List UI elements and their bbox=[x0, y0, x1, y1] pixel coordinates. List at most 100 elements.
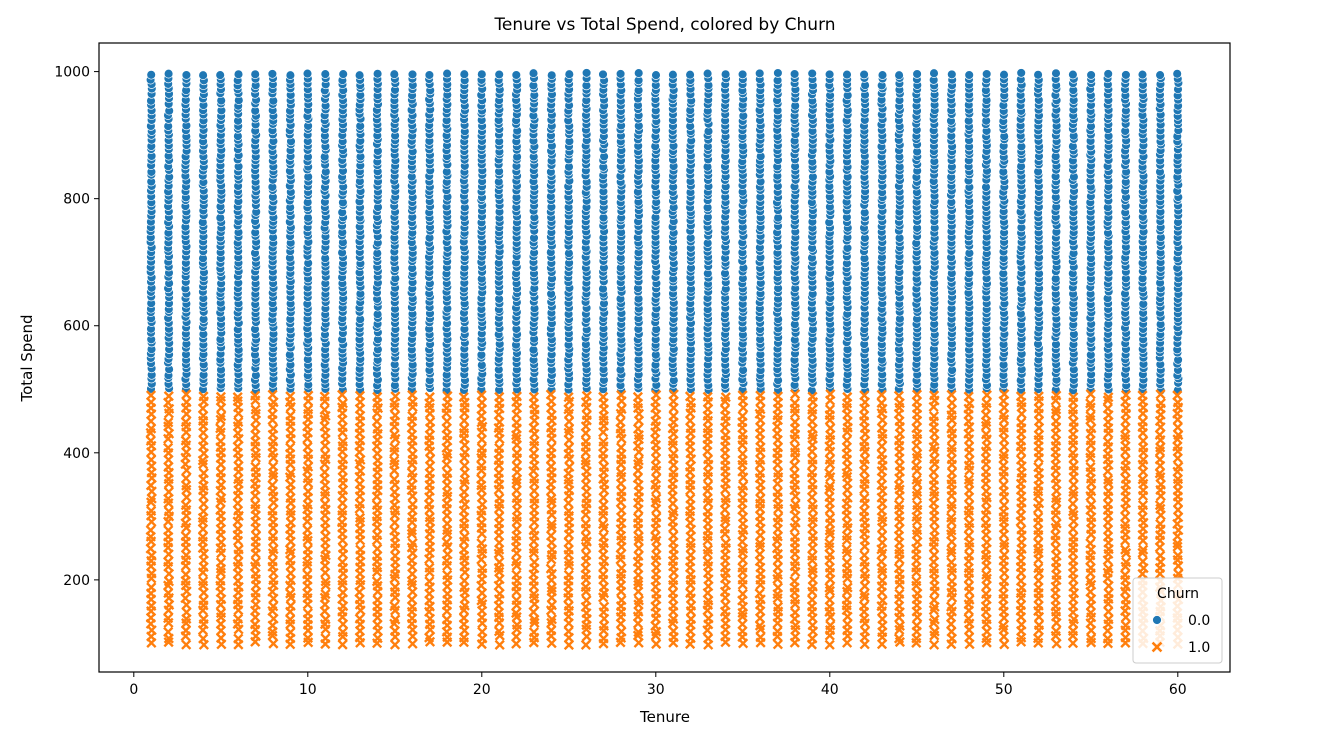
scatter-point-churn-1 bbox=[615, 580, 627, 591]
scatter-point-churn-1 bbox=[668, 410, 679, 422]
scatter-point-churn-1 bbox=[163, 576, 175, 587]
scatter-point-churn-1 bbox=[737, 536, 748, 547]
scatter-point-churn-1 bbox=[285, 391, 296, 402]
scatter-point-churn-0 bbox=[685, 69, 695, 80]
scatter-point-churn-1 bbox=[407, 601, 418, 612]
scatter-point-churn-1 bbox=[737, 448, 748, 459]
scatter-point-churn-1 bbox=[494, 511, 505, 522]
scatter-point-churn-1 bbox=[755, 454, 766, 465]
scatter-point-churn-1 bbox=[581, 410, 592, 421]
scatter-point-churn-1 bbox=[528, 391, 539, 402]
scatter-point-churn-1 bbox=[703, 480, 714, 491]
scatter-point-churn-1 bbox=[580, 563, 591, 574]
scatter-point-churn-1 bbox=[390, 550, 401, 561]
scatter-point-churn-1 bbox=[302, 608, 313, 619]
scatter-point-churn-1 bbox=[860, 626, 871, 637]
scatter-point-churn-1 bbox=[442, 549, 453, 560]
scatter-point-churn-1 bbox=[963, 530, 974, 541]
scatter-point-churn-1 bbox=[963, 492, 975, 503]
scatter-point-churn-1 bbox=[337, 498, 348, 509]
scatter-point-churn-1 bbox=[215, 391, 226, 402]
scatter-point-churn-1 bbox=[303, 404, 314, 415]
scatter-point-churn-1 bbox=[807, 416, 818, 427]
scatter-point-churn-1 bbox=[928, 556, 939, 568]
scatter-point-churn-1 bbox=[181, 389, 192, 400]
scatter-point-churn-1 bbox=[580, 518, 591, 529]
scatter-point-churn-1 bbox=[215, 557, 226, 568]
scatter-point-churn-1 bbox=[406, 467, 417, 478]
scatter-point-churn-1 bbox=[529, 493, 540, 504]
scatter-point-churn-1 bbox=[632, 512, 644, 523]
scatter-point-churn-1 bbox=[320, 589, 331, 600]
scatter-point-churn-0 bbox=[389, 69, 400, 79]
scatter-point-churn-1 bbox=[564, 416, 575, 427]
scatter-point-churn-1 bbox=[563, 498, 574, 509]
scatter-point-churn-1 bbox=[651, 473, 662, 484]
scatter-point-churn-1 bbox=[616, 505, 627, 516]
scatter-point-churn-1 bbox=[580, 639, 591, 650]
scatter-point-churn-1 bbox=[250, 556, 261, 568]
scatter-point-churn-1 bbox=[685, 448, 696, 459]
scatter-point-churn-1 bbox=[493, 467, 504, 478]
scatter-point-churn-1 bbox=[737, 492, 748, 503]
scatter-point-churn-0 bbox=[424, 70, 435, 80]
scatter-point-churn-1 bbox=[198, 498, 209, 509]
scatter-point-churn-1 bbox=[650, 453, 662, 464]
scatter-point-churn-1 bbox=[719, 504, 730, 515]
scatter-point-churn-1 bbox=[685, 517, 696, 528]
scatter-point-churn-1 bbox=[407, 448, 418, 460]
scatter-point-churn-1 bbox=[285, 588, 296, 599]
scatter-point-churn-1 bbox=[145, 390, 157, 401]
scatter-point-churn-1 bbox=[859, 581, 870, 592]
scatter-point-churn-1 bbox=[685, 415, 696, 426]
scatter-point-churn-0 bbox=[651, 70, 661, 80]
scatter-point-churn-1 bbox=[372, 633, 383, 644]
scatter-point-churn-1 bbox=[476, 397, 488, 408]
scatter-point-churn-0 bbox=[789, 69, 800, 79]
scatter-point-churn-1 bbox=[390, 581, 401, 593]
scatter-point-churn-1 bbox=[668, 537, 679, 548]
scatter-point-churn-1 bbox=[876, 639, 888, 650]
scatter-point-churn-1 bbox=[807, 574, 818, 585]
scatter-point-churn-1 bbox=[911, 620, 922, 631]
scatter-point-churn-1 bbox=[233, 556, 244, 567]
scatter-point-churn-1 bbox=[146, 505, 157, 516]
scatter-point-churn-1 bbox=[232, 575, 243, 586]
scatter-point-churn-1 bbox=[145, 435, 156, 446]
scatter-point-churn-1 bbox=[807, 404, 818, 415]
scatter-point-churn-1 bbox=[476, 410, 487, 421]
scatter-point-churn-1 bbox=[737, 554, 748, 565]
scatter-point-churn-1 bbox=[528, 543, 539, 554]
scatter-point-churn-1 bbox=[929, 453, 940, 465]
scatter-point-churn-1 bbox=[667, 491, 678, 502]
scatter-point-churn-1 bbox=[859, 436, 870, 447]
scatter-point-churn-1 bbox=[825, 620, 836, 631]
scatter-point-churn-1 bbox=[894, 460, 905, 471]
scatter-point-churn-1 bbox=[737, 574, 748, 585]
scatter-point-churn-0 bbox=[250, 69, 260, 80]
scatter-point-churn-1 bbox=[546, 544, 558, 555]
scatter-point-churn-1 bbox=[268, 601, 279, 612]
scatter-point-churn-1 bbox=[458, 612, 469, 624]
scatter-point-churn-1 bbox=[964, 455, 975, 466]
scatter-point-churn-1 bbox=[180, 500, 191, 511]
scatter-point-churn-1 bbox=[424, 576, 435, 587]
scatter-point-churn-1 bbox=[650, 434, 661, 445]
scatter-point-churn-1 bbox=[372, 455, 383, 466]
scatter-point-churn-0 bbox=[929, 68, 939, 78]
scatter-point-churn-1 bbox=[233, 613, 244, 624]
scatter-point-churn-1 bbox=[807, 479, 818, 490]
scatter-point-churn-1 bbox=[319, 599, 331, 610]
scatter-point-churn-1 bbox=[372, 474, 383, 485]
scatter-point-churn-1 bbox=[737, 455, 748, 466]
scatter-point-churn-1 bbox=[459, 486, 470, 498]
scatter-point-churn-1 bbox=[303, 461, 314, 472]
scatter-point-churn-1 bbox=[790, 442, 801, 453]
scatter-point-churn-1 bbox=[442, 468, 453, 479]
scatter-point-churn-1 bbox=[946, 454, 957, 465]
scatter-point-churn-1 bbox=[319, 421, 330, 432]
scatter-point-churn-1 bbox=[268, 461, 279, 472]
scatter-point-churn-1 bbox=[807, 581, 818, 592]
scatter-point-churn-0 bbox=[494, 69, 504, 80]
scatter-point-churn-1 bbox=[772, 562, 783, 573]
